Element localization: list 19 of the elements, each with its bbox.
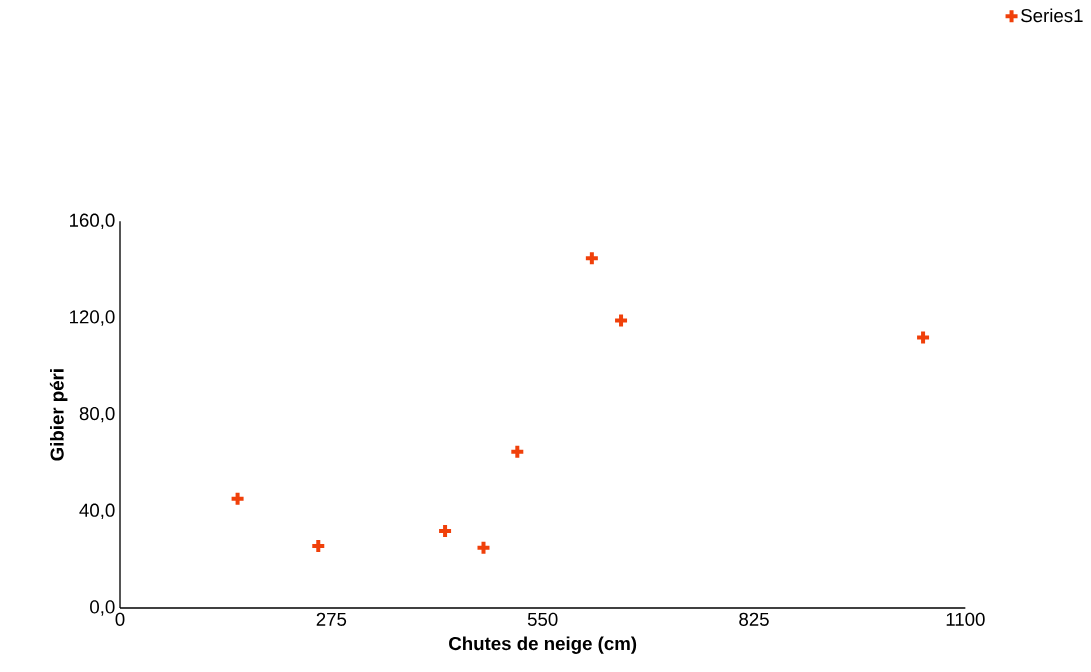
point [229,490,246,507]
x-tick-label: 825 [739,612,769,626]
x-tick-label: 1100 [946,612,985,626]
legend-label: Series1 [1021,8,1083,23]
point [583,250,600,267]
y-tick-label: 160,0 [70,213,115,230]
y-tick-label: 0,0 [90,600,115,616]
point [915,329,932,346]
x-tick-label: 0 [115,612,125,626]
point [475,539,492,556]
y-tick-label: 120,0 [70,310,115,326]
y-tick-label: 80,0 [79,406,115,423]
x-axis-title: Chutes de neige (cm) [449,636,637,654]
point [509,443,526,460]
y-axis-title: Gibier péri [49,369,68,461]
y-tick-label: 40,0 [79,503,115,520]
x-tick-label: 275 [316,612,347,626]
x-tick-label: 550 [527,612,558,626]
point [613,312,630,329]
